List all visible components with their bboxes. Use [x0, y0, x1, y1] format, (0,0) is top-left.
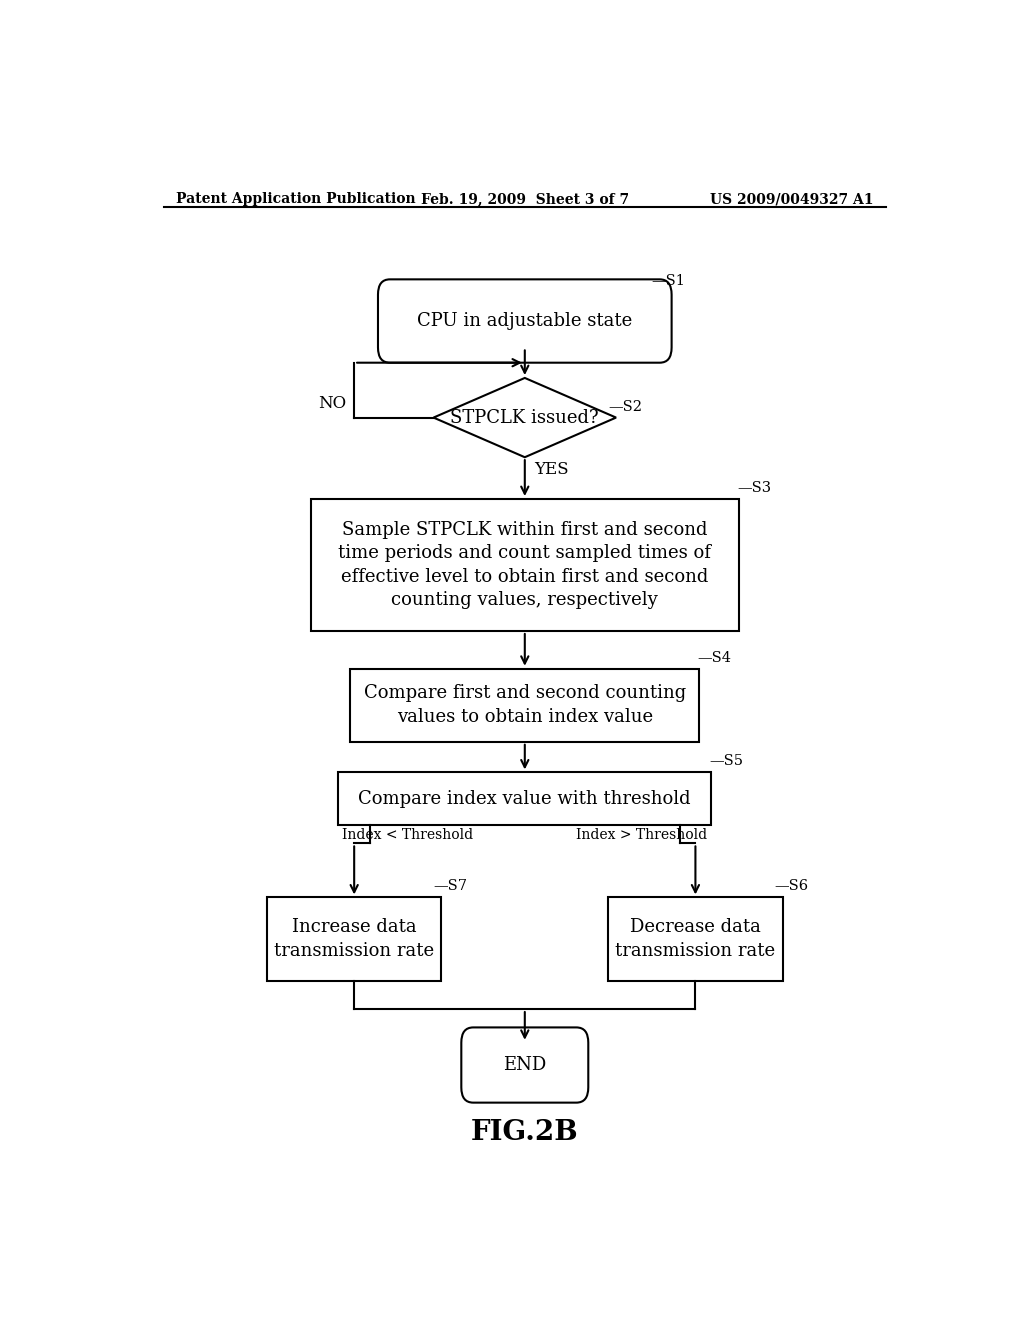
Text: Sample STPCLK within first and second
time periods and count sampled times of
ef: Sample STPCLK within first and second ti…	[338, 520, 712, 610]
Text: Decrease data
transmission rate: Decrease data transmission rate	[615, 919, 775, 960]
Text: —S1: —S1	[652, 275, 686, 289]
FancyBboxPatch shape	[378, 280, 672, 363]
Text: END: END	[503, 1056, 547, 1074]
Text: YES: YES	[535, 461, 569, 478]
Text: US 2009/0049327 A1: US 2009/0049327 A1	[711, 191, 873, 206]
Text: Index > Threshold: Index > Threshold	[577, 828, 708, 842]
Bar	[310, 499, 739, 631]
Text: Feb. 19, 2009  Sheet 3 of 7: Feb. 19, 2009 Sheet 3 of 7	[421, 191, 629, 206]
Text: —S2: —S2	[608, 400, 642, 413]
Bar	[267, 898, 441, 981]
Text: STPCLK issued?: STPCLK issued?	[451, 409, 599, 426]
Text: CPU in adjustable state: CPU in adjustable state	[417, 312, 633, 330]
Polygon shape	[433, 378, 616, 457]
Text: Compare first and second counting
values to obtain index value: Compare first and second counting values…	[364, 685, 686, 726]
Text: Patent Application Publication: Patent Application Publication	[176, 191, 416, 206]
Text: —S4: —S4	[697, 651, 732, 664]
Text: Increase data
transmission rate: Increase data transmission rate	[274, 919, 434, 960]
Bar	[608, 898, 782, 981]
Text: FIG.2B: FIG.2B	[471, 1118, 579, 1146]
Text: NO: NO	[318, 396, 346, 412]
FancyBboxPatch shape	[461, 1027, 588, 1102]
Bar	[350, 669, 699, 742]
Text: —S6: —S6	[775, 879, 809, 894]
Text: Compare index value with threshold: Compare index value with threshold	[358, 789, 691, 808]
Text: —S3: —S3	[737, 480, 772, 495]
Text: —S5: —S5	[710, 754, 743, 768]
Bar	[338, 772, 712, 825]
Text: Index < Threshold: Index < Threshold	[342, 828, 473, 842]
Text: —S7: —S7	[433, 879, 468, 894]
